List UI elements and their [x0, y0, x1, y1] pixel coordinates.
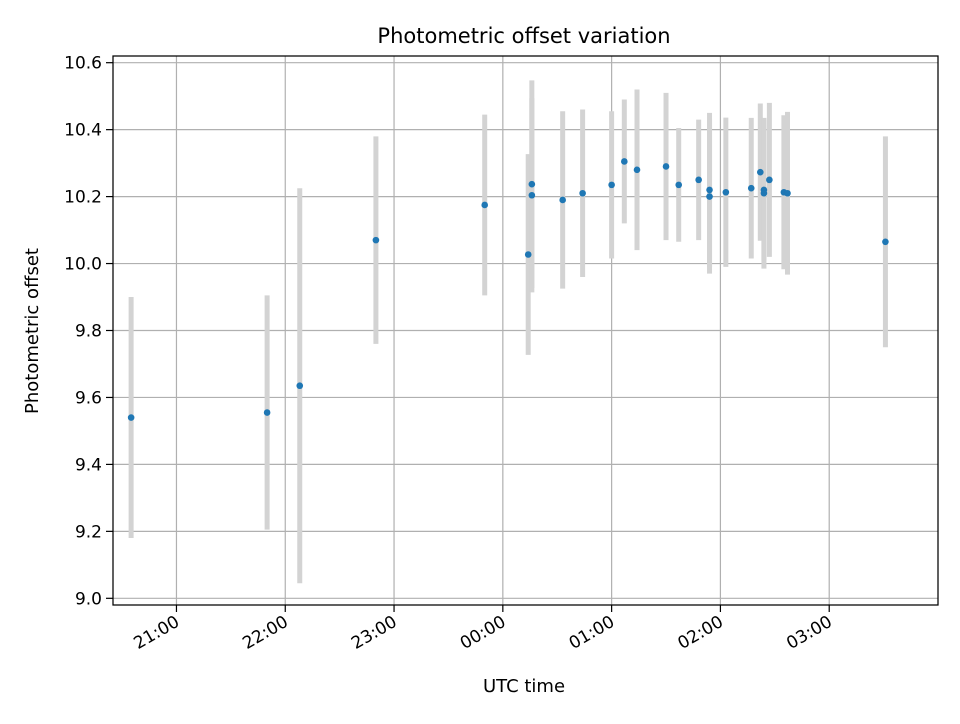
data-point: [579, 189, 586, 197]
y-tick-label: 9.6: [75, 388, 102, 408]
data-point: [481, 201, 489, 209]
y-tick-label: 9.4: [75, 455, 102, 475]
data-point: [722, 188, 730, 196]
data-point: [757, 168, 764, 176]
data-point: [528, 191, 536, 199]
point-layer: [127, 158, 889, 421]
data-point: [882, 238, 889, 246]
data-point: [662, 163, 670, 170]
data-point: [784, 189, 791, 197]
x-axis-label: UTC time: [483, 676, 565, 697]
data-point: [524, 251, 532, 258]
data-point: [559, 196, 566, 204]
y-tick-label: 10.4: [64, 121, 102, 141]
data-point: [528, 180, 536, 188]
y-tick-label: 9.8: [75, 322, 102, 342]
y-tick-label: 9.0: [75, 589, 102, 609]
data-point: [127, 414, 135, 421]
y-tick-label: 10.2: [64, 188, 102, 208]
y-tick-label: 9.2: [75, 522, 102, 542]
data-point: [695, 176, 702, 184]
data-point: [633, 166, 641, 174]
data-point: [706, 186, 713, 194]
y-tick-label: 10.6: [64, 54, 102, 74]
chart-title: Photometric offset variation: [377, 24, 670, 48]
data-point: [706, 193, 713, 200]
data-point: [621, 158, 628, 165]
data-point: [263, 409, 271, 416]
data-point: [675, 181, 683, 189]
tick-layer: 21:00 22:00 23:00 00:00 01:00 02:00 03:009.09.…: [64, 54, 836, 654]
data-point: [760, 189, 768, 197]
data-point: [608, 181, 615, 189]
data-point: [747, 184, 755, 192]
y-axis-label: Photometric offset: [22, 248, 43, 414]
data-point: [372, 236, 380, 244]
y-tick-label: 10.0: [64, 255, 102, 275]
data-point: [296, 382, 304, 390]
data-point: [766, 176, 773, 184]
grid-layer: [113, 56, 938, 605]
